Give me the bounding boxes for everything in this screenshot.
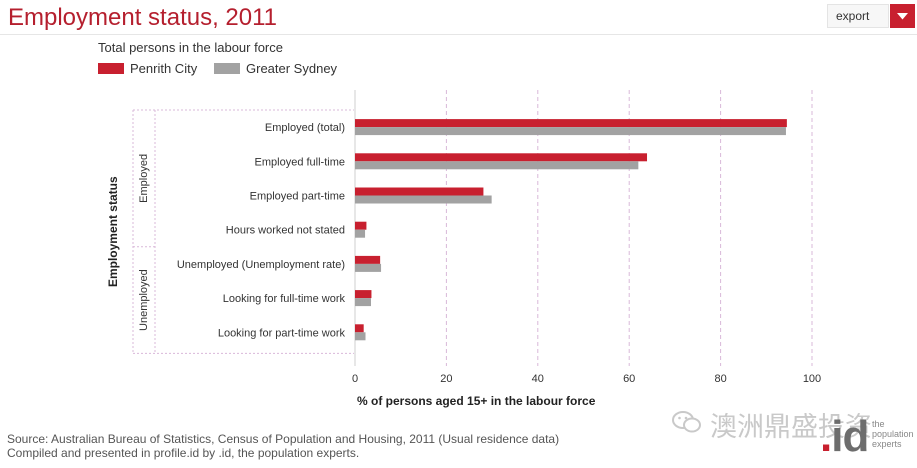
bar-greater-sydney [355,298,371,307]
bar-penrith-city [355,221,367,230]
watermark-text: 澳洲鼎盛投资 [710,412,872,442]
header-divider [0,34,917,35]
x-tick-label-60: 60 [623,373,635,385]
label-layer: 0 20 40 60 80 100 Employed Unemployed Employment… [106,122,821,408]
legend-item-greater-sydney[interactable]: Greater Sydney [214,60,337,76]
legend-label-penrith: Penrith City [130,60,198,76]
page-title: Employment status, 2011 [8,4,278,31]
category-label: Unemployed (Unemployment rate) [177,259,345,271]
legend-swatch-penrith [98,62,124,74]
x-tick-label-40: 40 [532,373,544,385]
logo-tagline-3: experts [872,439,902,449]
bar-penrith-city [355,290,372,299]
bar-penrith-city [355,119,787,128]
x-tick-label-0: 0 [352,373,358,385]
category-label: Employed full-time [255,156,345,168]
export-select[interactable]: export [827,4,889,28]
bar-greater-sydney [355,263,382,272]
logo-tagline-2: population [872,429,914,439]
x-axis-title: % of persons aged 15+ in the labour forc… [357,394,596,408]
legend-label-greater-sydney: Greater Sydney [246,60,338,76]
group-label-unemployed: Unemployed [138,269,150,331]
category-label: Employed part-time [250,191,345,203]
bar-greater-sydney [355,195,492,204]
watermark: 澳洲鼎盛投资 [672,405,872,444]
wechat-icon [672,410,702,440]
bar-greater-sydney [355,161,639,170]
logo-tagline-1: the [872,419,885,429]
bar-penrith-city [355,324,364,333]
category-label: Looking for full-time work [223,293,346,305]
bar-greater-sydney [355,332,366,341]
category-label: Hours worked not stated [226,225,345,237]
bar-greater-sydney [355,127,786,136]
compiled-note: Compiled and presented in profile.id by … [7,446,360,460]
chart-subtitle: Total persons in the labour force [98,40,283,55]
bar-penrith-city [355,187,484,196]
logo-dot: . [820,412,832,461]
bar-penrith-city [355,255,381,264]
y-axis-title: Employment status [106,176,120,287]
source-note: Source: Australian Bureau of Statistics,… [7,432,560,446]
bar-layer [355,119,787,341]
x-tick-label-100: 100 [803,373,821,385]
export-dropdown-button[interactable] [890,4,915,28]
x-tick-label-80: 80 [714,373,726,385]
category-label: Employed (total) [265,122,345,134]
logo-tagline: the population experts [872,419,914,449]
grid-layer [445,90,813,366]
bar-penrith-city [355,153,648,162]
group-label-employed: Employed [138,154,150,203]
logo-id-text: id [831,412,869,461]
legend-item-penrith[interactable]: Penrith City [98,60,197,76]
bar-greater-sydney [355,229,366,238]
category-label: Looking for part-time work [218,327,346,339]
id-logo: .id the population experts [820,412,915,466]
chevron-down-icon [897,13,908,20]
legend-swatch-greater-sydney [214,62,240,74]
x-tick-label-20: 20 [440,373,452,385]
